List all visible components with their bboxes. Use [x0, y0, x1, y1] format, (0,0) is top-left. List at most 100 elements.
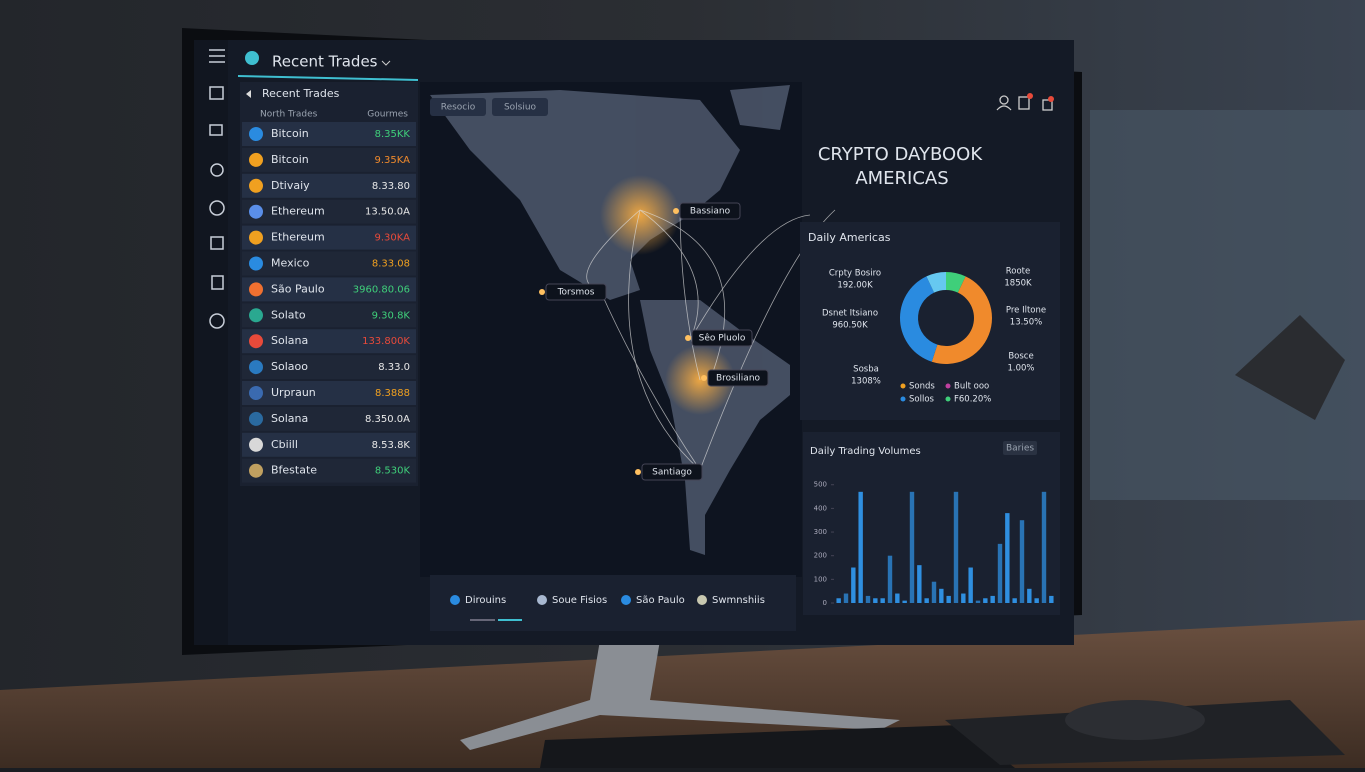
trade-value: 8.33.80 — [372, 181, 410, 192]
y-tick-label: 300 — [814, 528, 827, 536]
bar — [961, 593, 966, 603]
bar — [975, 600, 981, 603]
donut-label-value: 1.00% — [1007, 364, 1034, 374]
bar — [983, 598, 988, 603]
bar-badge: Baries — [1006, 444, 1034, 454]
legend-dot — [621, 595, 631, 605]
donut-title: Daily Americas — [808, 231, 891, 244]
coin-name: Solana — [271, 412, 308, 425]
coin-icon — [249, 152, 263, 167]
sidebar-icons — [209, 49, 225, 329]
legend-label: F60.20% — [954, 395, 991, 405]
trade-value: 9.30.8K — [372, 310, 411, 321]
dashboard-subtitle: AMERICAS — [855, 168, 948, 189]
window — [1090, 110, 1365, 500]
city-dot — [701, 375, 707, 381]
chip-label: Resocio — [441, 103, 476, 113]
trade-value: 8.350.0A — [365, 414, 410, 425]
trade-value: 3960.80.06 — [353, 284, 410, 295]
city-label: Sêo Pluolo — [699, 333, 746, 344]
legend-label: Bult ooo — [954, 382, 989, 392]
trade-value: 133.800K — [362, 336, 410, 347]
coin-icon — [249, 463, 263, 478]
coin-icon — [249, 360, 263, 375]
bar — [895, 593, 900, 603]
coin-name: Solato — [271, 308, 306, 321]
coin-icon — [249, 204, 263, 219]
trade-value: 8.33.08 — [372, 259, 410, 270]
coin-name: Urpraun — [271, 386, 316, 399]
coin-icon — [249, 334, 263, 349]
coin-icon — [249, 282, 263, 297]
lamp — [1235, 315, 1345, 420]
y-tick-label: 100 — [814, 575, 827, 583]
row-bg — [242, 303, 416, 328]
map-chips: Resocio Solsiuo — [430, 98, 548, 116]
bar — [924, 598, 929, 603]
mouse — [1065, 700, 1205, 740]
legend-dot — [945, 396, 951, 402]
bar — [990, 595, 995, 603]
bar — [1027, 588, 1032, 603]
trade-value: 8.53.8K — [372, 440, 411, 451]
trade-value: 9.35KA — [375, 155, 411, 166]
column-header: Gourmes — [367, 110, 408, 120]
coin-name: Ethereum — [271, 205, 325, 218]
coin-icon — [249, 230, 263, 245]
row-bg — [242, 147, 416, 172]
trade-value: 8.3888 — [375, 388, 410, 399]
bar — [939, 588, 944, 603]
donut-label-value: 192.00K — [837, 281, 873, 291]
coin-icon — [249, 437, 263, 452]
bar — [1019, 520, 1025, 603]
city-chip — [679, 202, 741, 220]
bar-title: Daily Trading Volumes — [810, 446, 921, 457]
bar — [865, 595, 871, 603]
header-title: Recent Trades — [272, 53, 378, 71]
trade-value: 8.35KK — [375, 129, 411, 140]
back-arrow — [246, 90, 251, 98]
bar — [997, 543, 1003, 603]
donut-label: Pre Iltone — [1006, 306, 1046, 316]
legend-dot — [900, 383, 906, 389]
donut-label: Bosce — [1008, 352, 1033, 362]
city-dot — [539, 289, 545, 295]
coin-name: Solana — [271, 334, 308, 347]
donut-label: Crpty Bosiro — [829, 269, 881, 279]
bar — [917, 565, 922, 603]
bar — [902, 600, 907, 603]
map-legend: Dirouins Soue Fisios São Paulo Swmnshiis — [450, 595, 765, 606]
bar — [1049, 595, 1054, 603]
keyboard — [540, 725, 1015, 768]
donut: Crpty Bosiro 192.00K Roote 1850K Dsnet Itsia… — [822, 267, 1046, 405]
bar — [1034, 598, 1039, 603]
badge — [1027, 93, 1033, 99]
coin-name: São Paulo — [271, 282, 325, 295]
coin-name: Ethereum — [271, 231, 325, 244]
bar-chart: 0 100 200 300 400 500 — [814, 481, 1054, 607]
bar — [1041, 491, 1047, 603]
coin-name: Bitcoin — [271, 127, 309, 140]
donut-label-value: 1850K — [1004, 279, 1032, 289]
city-dot — [673, 208, 679, 214]
trade-value: 13.50.0A — [365, 207, 410, 218]
city-label: Torsmos — [557, 288, 595, 298]
legend-label: Dirouins — [465, 595, 506, 606]
coin-name: Dtivaiy — [271, 179, 310, 192]
city-glow — [600, 175, 680, 255]
coin-icon — [249, 256, 263, 271]
bar-panel — [803, 432, 1060, 615]
city-chip — [691, 329, 753, 347]
chip — [492, 98, 548, 116]
chip-label: Solsiuo — [504, 103, 537, 113]
trade-value: 9.30KA — [375, 233, 411, 244]
coin-name: Bfestate — [271, 464, 317, 477]
legend-label: Swmnshiis — [712, 595, 765, 606]
bar — [851, 567, 856, 603]
legend-dot — [450, 595, 460, 605]
dropdown-caret — [381, 60, 391, 66]
city-chip — [641, 463, 703, 481]
trade-rows: Bitcoin 8.35KK Bitcoin 9.35KA Dtivaiy 8.33.80… — [242, 122, 416, 483]
y-tick-label: 500 — [814, 481, 827, 489]
